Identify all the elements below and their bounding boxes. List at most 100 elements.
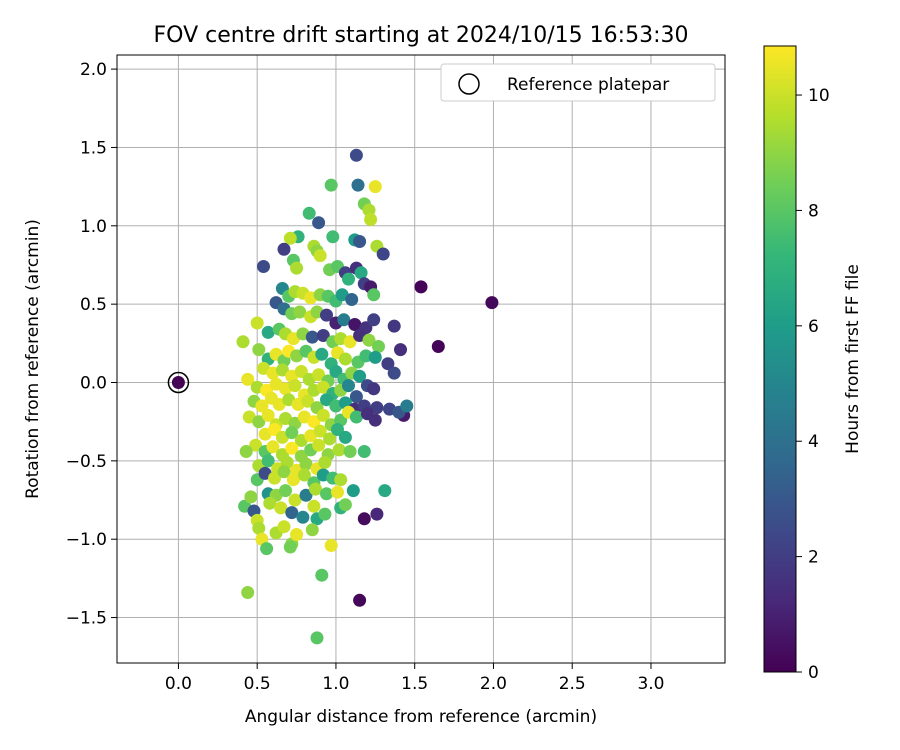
y-tick-label: 2.0: [80, 60, 107, 80]
data-point: [312, 216, 326, 230]
data-point: [312, 368, 326, 382]
data-point: [274, 501, 288, 515]
data-point: [346, 484, 360, 498]
x-axis-label: Angular distance from reference (arcmin): [245, 707, 597, 727]
legend: Reference platepar: [440, 63, 716, 102]
data-point: [329, 365, 343, 378]
data-point: [368, 413, 382, 427]
chart-title: FOV centre drift starting at 2024/10/15 …: [154, 23, 689, 48]
data-point: [387, 366, 401, 380]
data-point: [324, 539, 338, 552]
data-point: [367, 382, 381, 396]
colorbar-tick-label: 8: [808, 201, 819, 221]
data-point: [394, 343, 407, 357]
data-point: [307, 415, 321, 429]
data-point: [320, 308, 333, 322]
data-point: [244, 490, 258, 504]
data-point: [275, 363, 289, 377]
colorbar-label: Hours from first FF file: [843, 264, 863, 454]
data-point: [261, 408, 275, 422]
y-axis-ticks: −1.5 −1.0 −0.5 0.0 0.5 1.0 1.5 2.0: [66, 60, 117, 629]
data-point: [357, 512, 371, 526]
plot-frame: [116, 54, 726, 664]
data-point: [257, 260, 270, 273]
data-point: [313, 249, 327, 263]
data-point: [294, 365, 308, 378]
data-point: [288, 493, 302, 507]
legend-box: [440, 63, 716, 102]
data-point: [250, 316, 264, 330]
data-point: [293, 305, 307, 319]
data-point: [290, 261, 304, 275]
data-point: [338, 352, 352, 366]
data-point: [349, 148, 363, 162]
data-point: [290, 528, 304, 541]
data-point: [485, 296, 499, 310]
data-point: [334, 473, 348, 487]
data-point: [285, 426, 299, 440]
data-point: [307, 499, 321, 513]
data-point: [367, 288, 381, 302]
data-point: [354, 266, 368, 280]
x-axis-ticks: 0.0 0.5 1.0 1.5 2.0 2.5 3.0: [165, 663, 664, 694]
data-point: [252, 521, 266, 535]
data-point: [309, 482, 322, 496]
legend-label: Reference platepar: [507, 75, 669, 95]
y-axis-label: Rotation from reference (arcmin): [23, 219, 43, 499]
data-point: [263, 496, 277, 510]
data-point: [299, 457, 313, 471]
x-tick-label: 0.5: [244, 674, 271, 694]
data-point: [362, 333, 376, 347]
data-point: [268, 471, 281, 485]
x-tick-label: 1.0: [322, 674, 349, 694]
data-point: [316, 408, 330, 422]
data-point: [236, 335, 250, 349]
data-point: [326, 230, 340, 244]
data-point: [338, 430, 352, 444]
data-point: [320, 487, 333, 501]
data-point: [255, 399, 269, 413]
data-point: [277, 465, 291, 479]
data-point: [337, 313, 351, 327]
data-point: [343, 445, 357, 458]
data-point: [316, 329, 330, 342]
data-point: [241, 372, 255, 386]
data-point: [261, 325, 275, 339]
data-point: [310, 631, 324, 645]
data-point: [305, 330, 319, 344]
data-point: [370, 401, 384, 415]
data-point: [342, 272, 355, 286]
data-point: [331, 423, 344, 436]
data-point: [376, 247, 390, 261]
data-point: [353, 593, 367, 607]
y-tick-label: 0.0: [80, 374, 107, 394]
data-point: [343, 335, 357, 349]
data-point: [364, 213, 378, 226]
reference-marker: [167, 371, 190, 394]
data-point: [296, 510, 310, 524]
data-point: [260, 542, 274, 556]
y-tick-label: 1.5: [80, 138, 107, 158]
data-point: [320, 393, 333, 407]
data-point: [315, 347, 329, 361]
data-point: [353, 235, 367, 248]
data-point: [171, 376, 185, 389]
data-point: [331, 485, 344, 499]
y-tick-label: −1.5: [66, 609, 107, 629]
data-point: [313, 424, 327, 438]
colorbar-tick-label: 6: [808, 317, 819, 337]
x-tick-label: 3.0: [637, 674, 664, 694]
data-point: [277, 242, 291, 256]
data-points: [167, 148, 499, 645]
data-point: [279, 484, 292, 498]
colorbar-tick-label: 10: [808, 86, 830, 106]
data-point: [348, 318, 362, 331]
data-point: [277, 520, 291, 534]
data-point: [285, 441, 299, 455]
data-point: [286, 473, 300, 487]
data-point: [301, 394, 315, 408]
data-point: [239, 445, 253, 458]
data-point: [268, 423, 281, 436]
data-point: [316, 380, 330, 394]
